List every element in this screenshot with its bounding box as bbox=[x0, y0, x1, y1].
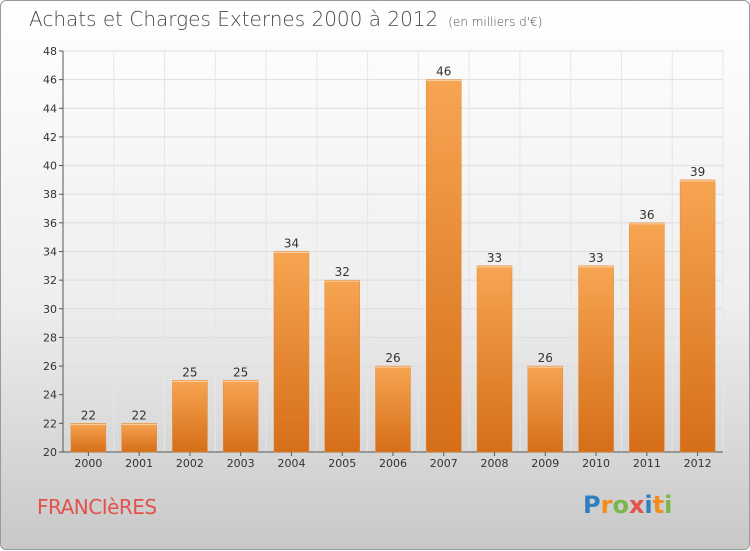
chart-title-text: Achats et Charges Externes 2000 à 2012 bbox=[29, 7, 439, 31]
y-tick-label: 46 bbox=[43, 74, 57, 87]
x-tick-label: 2012 bbox=[684, 457, 712, 470]
y-tick-label: 26 bbox=[43, 360, 57, 373]
bar-value-label: 33 bbox=[487, 251, 502, 265]
y-tick-label: 32 bbox=[43, 274, 57, 287]
bar-value-label: 33 bbox=[588, 251, 603, 265]
y-tick-label: 28 bbox=[43, 331, 57, 344]
bar-value-label: 36 bbox=[639, 208, 654, 222]
bar bbox=[121, 423, 157, 453]
bar-value-label: 26 bbox=[538, 351, 553, 365]
bar-value-label: 25 bbox=[233, 365, 248, 379]
x-tick-label: 2009 bbox=[531, 457, 559, 470]
bar bbox=[476, 265, 513, 453]
bar bbox=[375, 365, 411, 453]
bar bbox=[629, 222, 665, 453]
bar bbox=[273, 251, 310, 453]
chart-unit: (en milliers d'€) bbox=[448, 15, 543, 29]
x-tick-label: 2005 bbox=[328, 457, 356, 470]
y-tick-label: 44 bbox=[43, 102, 57, 115]
y-tick-label: 40 bbox=[43, 160, 57, 173]
x-tick-label: 2002 bbox=[176, 457, 204, 470]
bar bbox=[222, 380, 259, 453]
logo-letter: i bbox=[664, 491, 673, 519]
axis-layer: 20 22 24 26 28 30 32 34 36 38 40 42 44 46 48 bbox=[43, 45, 723, 459]
y-tick-label: 20 bbox=[43, 446, 57, 459]
x-tick-label: 2007 bbox=[430, 457, 458, 470]
y-tick-label: 22 bbox=[43, 417, 57, 430]
bar-value-label: 22 bbox=[132, 408, 147, 422]
bar-layer bbox=[70, 79, 716, 453]
y-tick-label: 24 bbox=[43, 389, 57, 402]
y-tick-label: 36 bbox=[43, 217, 57, 230]
logo-letter: r bbox=[600, 491, 613, 519]
bar bbox=[426, 79, 462, 453]
bar-value-label: 39 bbox=[690, 165, 705, 179]
x-tick-label: 2010 bbox=[582, 457, 610, 470]
bar bbox=[324, 279, 360, 453]
commune-name: FRANCIèRES bbox=[37, 495, 157, 519]
y-tick-label: 38 bbox=[43, 188, 57, 201]
x-tick-label: 2011 bbox=[633, 457, 661, 470]
x-tick-label: 2008 bbox=[481, 457, 509, 470]
bar-value-label: 26 bbox=[385, 351, 400, 365]
bar-value-label: 25 bbox=[182, 365, 197, 379]
y-tick-label: 34 bbox=[43, 246, 57, 259]
logo-letter: t bbox=[652, 491, 665, 519]
proxiti-logo[interactable]: Proxiti bbox=[583, 491, 672, 519]
bar bbox=[70, 423, 107, 453]
x-tick-label: 2001 bbox=[125, 457, 153, 470]
bar-value-label: 22 bbox=[81, 408, 96, 422]
logo-letter: x bbox=[628, 491, 645, 519]
x-tick-label: 2004 bbox=[277, 457, 305, 470]
y-tick-label: 42 bbox=[43, 131, 57, 144]
bar-value-label: 34 bbox=[284, 237, 299, 251]
y-tick-label: 48 bbox=[43, 45, 57, 58]
logo-letter: P bbox=[583, 491, 601, 519]
logo-letter: i bbox=[644, 491, 653, 519]
x-tick-label: 2003 bbox=[227, 457, 255, 470]
x-tick-label: 2006 bbox=[379, 457, 407, 470]
chart-title: Achats et Charges Externes 2000 à 2012 (e… bbox=[29, 7, 542, 31]
bar-value-label: 46 bbox=[436, 65, 451, 79]
bar-value-label: 32 bbox=[335, 265, 350, 279]
logo-letter: o bbox=[612, 491, 629, 519]
y-tick-label: 30 bbox=[43, 303, 57, 316]
label-layer: 22 2000 22 2001 25 2002 25 2003 34 2004 32 2005 26 20… bbox=[74, 65, 711, 470]
bar bbox=[172, 380, 208, 453]
bar bbox=[527, 365, 564, 453]
bar bbox=[679, 179, 716, 453]
bar bbox=[578, 265, 614, 453]
x-tick-label: 2000 bbox=[74, 457, 102, 470]
